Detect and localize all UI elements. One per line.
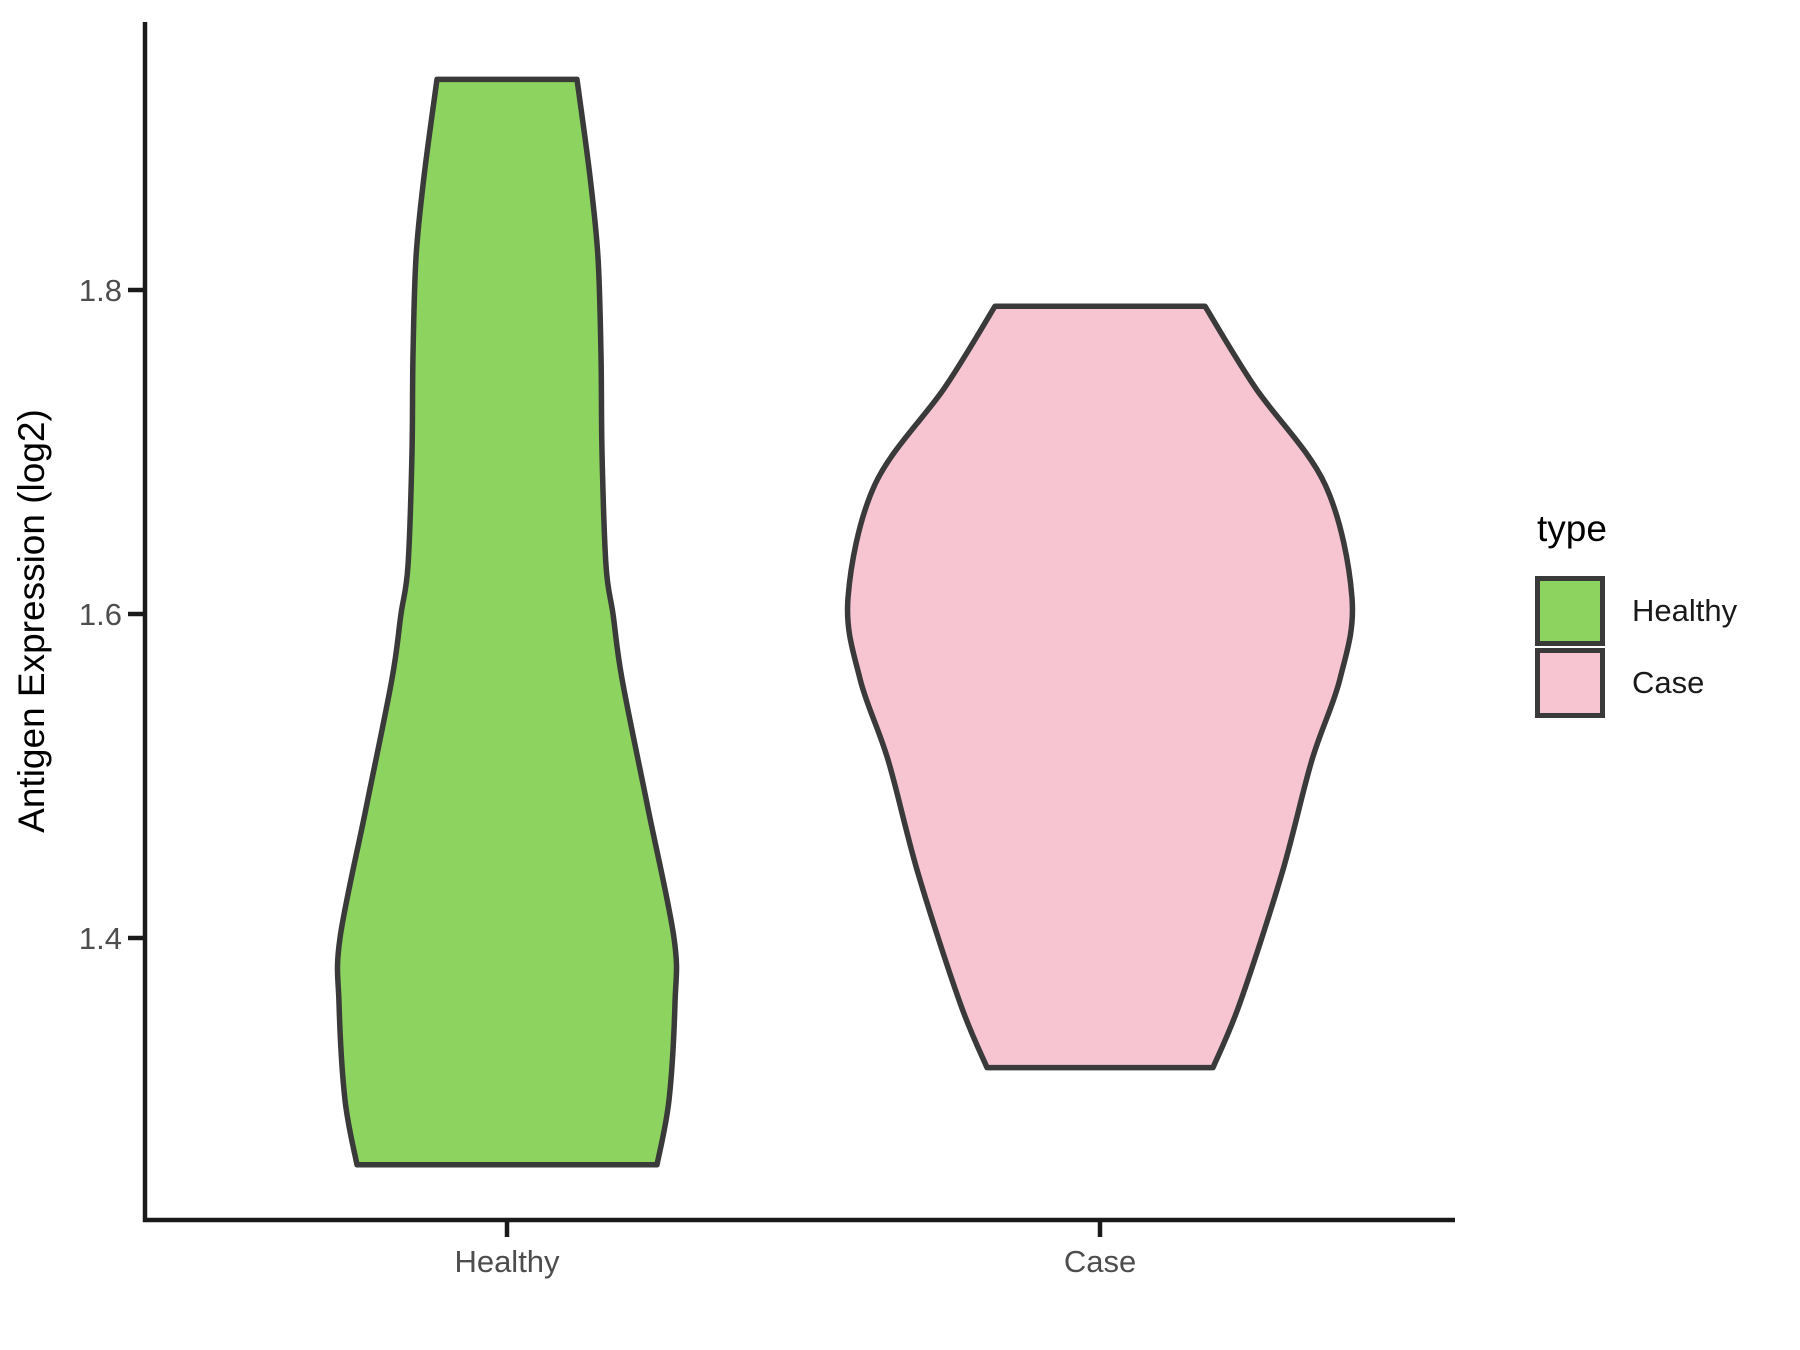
- violin-healthy: [334, 76, 680, 1168]
- axis-lines: [142, 22, 1455, 1223]
- violin-case: [844, 303, 1356, 1071]
- y-tick-label-1.4: 1.4: [79, 921, 122, 956]
- legend-items: Healthy Case: [1535, 576, 1737, 718]
- y-tick-label-1.8: 1.8: [79, 273, 122, 308]
- legend: type Healthy Case: [1535, 508, 1737, 720]
- legend-item-case: Case: [1535, 648, 1737, 718]
- y-tick-label-1.6: 1.6: [79, 597, 122, 632]
- legend-swatch-healthy: [1535, 576, 1605, 646]
- legend-swatch-case: [1535, 648, 1605, 718]
- legend-label-healthy: Healthy: [1632, 593, 1738, 628]
- x-tick-label-case: Case: [1064, 1244, 1136, 1279]
- legend-title: type: [1537, 508, 1607, 549]
- legend-item-healthy: Healthy: [1535, 576, 1737, 646]
- y-axis-title: Antigen Expression (log2): [11, 409, 52, 833]
- axes-layer: 1.8 1.6 1.4 Healthy Case: [79, 22, 1455, 1279]
- legend-label-case: Case: [1632, 665, 1705, 700]
- x-tick-label-healthy: Healthy: [454, 1244, 560, 1279]
- violin-layer: [334, 76, 1356, 1168]
